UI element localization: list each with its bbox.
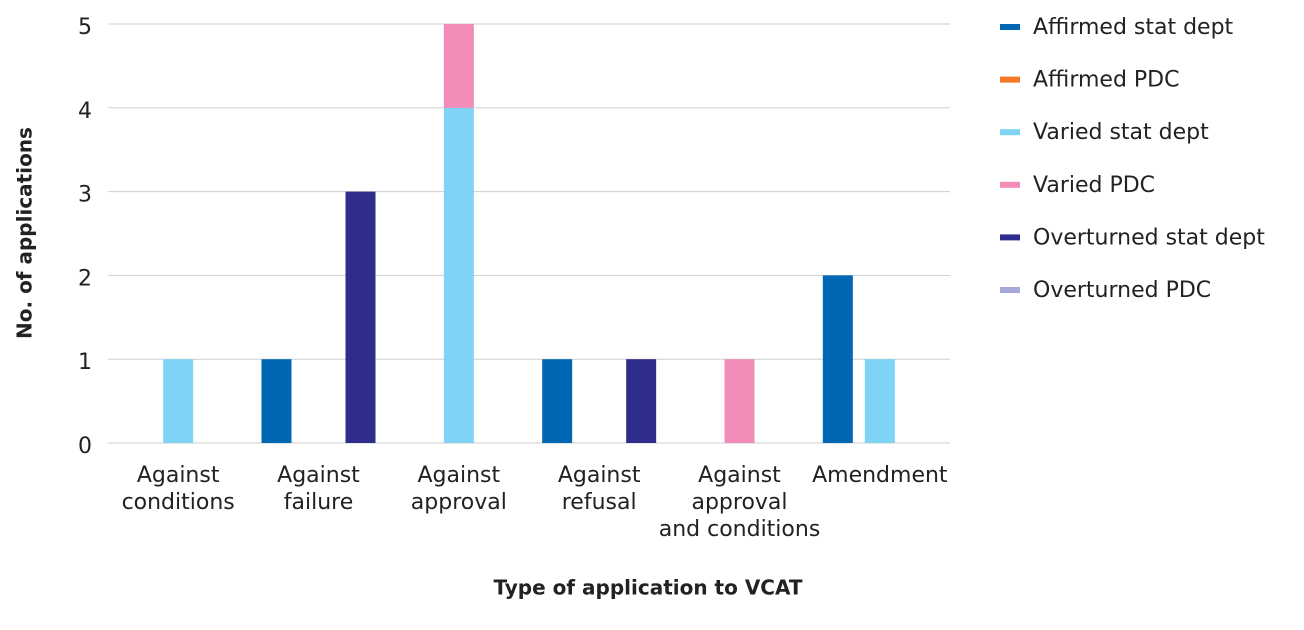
y-tick-label: 3 [78,183,92,208]
y-tick-label: 5 [78,15,92,40]
legend-label: Varied stat dept [1033,120,1209,145]
x-tick-label: Against refusal [557,463,641,515]
legend-label: Affirmed stat dept [1033,15,1234,40]
x-tick-label: Against approval and conditions [658,463,821,542]
y-axis-title: No. of applications [13,127,37,339]
y-tick-label: 4 [78,99,92,124]
legend-swatch [1000,287,1020,293]
x-tick-label: Amendment [812,463,948,488]
y-tick-label: 1 [78,350,92,375]
legend-label: Overturned stat dept [1033,225,1265,250]
x-tick-label: Against failure [277,463,360,515]
bar [163,359,194,443]
bar [443,107,474,444]
bar [626,359,657,443]
bar [345,191,376,443]
y-tick-label: 2 [78,266,92,291]
bar [822,275,853,443]
legend-swatch [1000,181,1020,188]
legend-swatch [1000,24,1020,30]
x-tick-label: Against conditions [121,463,235,515]
bar [443,24,474,108]
x-tick-label: Against approval [410,463,507,515]
legend-swatch [1000,234,1020,241]
legend-label: Affirmed PDC [1033,68,1179,93]
legend-label: Overturned PDC [1033,278,1211,303]
x-axis-title: Type of application to VCAT [493,576,802,600]
y-tick-label: 0 [78,434,92,459]
bar [261,359,292,443]
bar [864,359,895,443]
legend-label: Varied PDC [1033,173,1155,198]
legend-swatch [1000,129,1020,136]
bar [724,359,755,443]
bar [542,359,573,443]
legend-swatch [1000,76,1020,83]
